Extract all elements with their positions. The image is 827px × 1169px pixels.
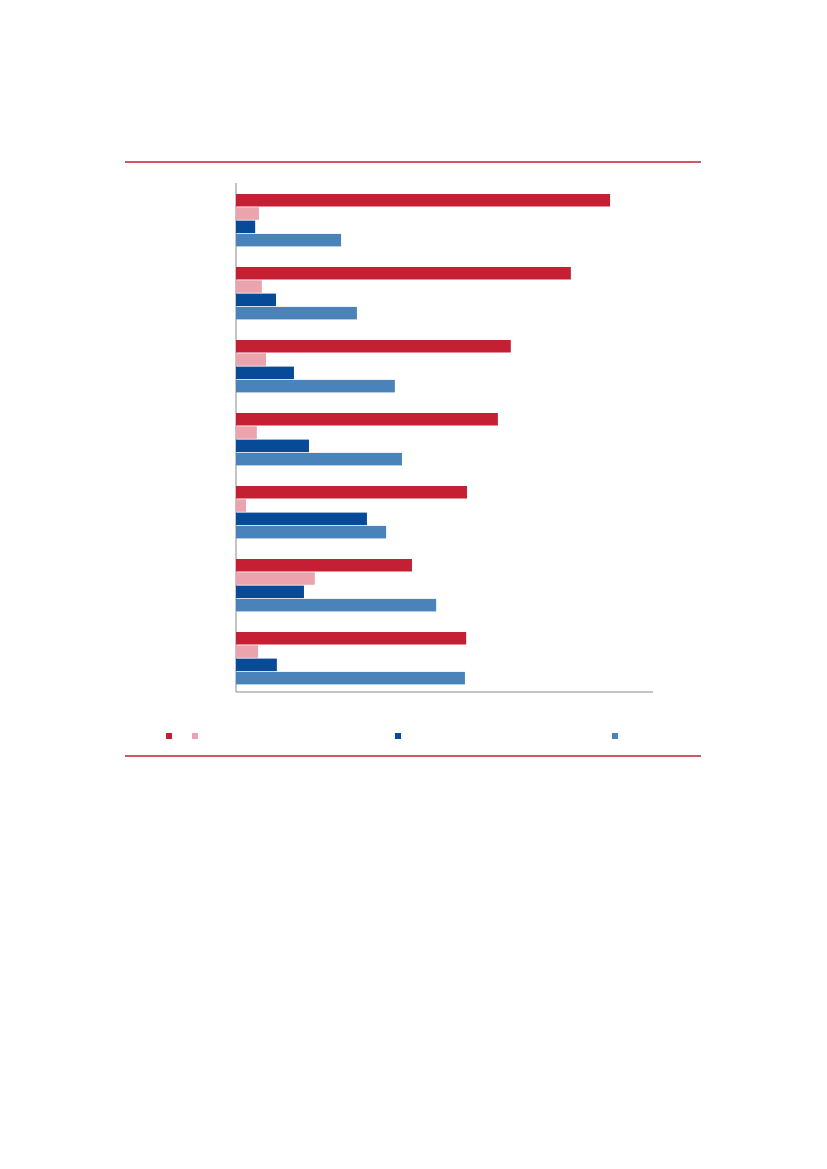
bar bbox=[236, 499, 247, 512]
bar bbox=[236, 439, 309, 453]
bar bbox=[236, 280, 262, 293]
bar bbox=[236, 632, 467, 645]
bar bbox=[236, 413, 498, 426]
bar bbox=[236, 486, 468, 499]
bar bbox=[236, 267, 571, 280]
bar bbox=[236, 207, 259, 220]
bar bbox=[236, 598, 437, 612]
bar bbox=[236, 220, 256, 234]
legend-marker bbox=[166, 733, 172, 739]
legend-marker bbox=[395, 733, 401, 739]
bar bbox=[236, 658, 277, 672]
bar bbox=[236, 512, 367, 526]
bar bbox=[236, 194, 611, 207]
bar bbox=[236, 426, 257, 439]
bar bbox=[236, 572, 315, 585]
bar bbox=[236, 366, 294, 380]
bar bbox=[236, 293, 277, 307]
legend-marker bbox=[612, 733, 618, 739]
legend-marker bbox=[192, 733, 198, 739]
bar bbox=[236, 233, 342, 247]
bar bbox=[236, 559, 412, 572]
bar bbox=[236, 340, 511, 353]
bar bbox=[236, 525, 387, 539]
bar bbox=[236, 585, 304, 599]
bar bbox=[236, 671, 465, 685]
bar bbox=[236, 353, 267, 366]
bar bbox=[236, 645, 259, 658]
bar bbox=[236, 306, 357, 320]
bar bbox=[236, 452, 402, 466]
bar bbox=[236, 379, 395, 393]
